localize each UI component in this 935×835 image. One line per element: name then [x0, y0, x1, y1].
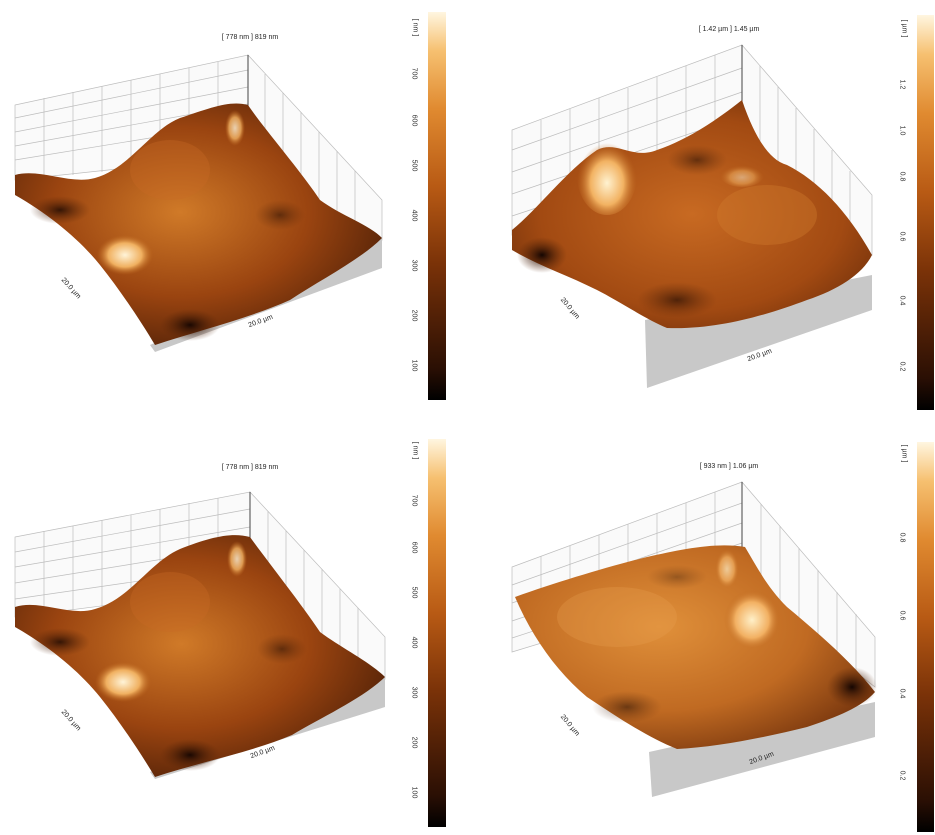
panel-title: [ 933 nm ] 1.06 µm [699, 463, 759, 470]
afm-3d-surface [511, 481, 877, 797]
colorbar-unit: [ nm ] [411, 441, 419, 460]
colorbar-tick: 0.6 [898, 231, 906, 242]
colorbar-tick: 500 [410, 159, 418, 172]
colorbar: [ µm ] 0.2 0.4 0.6 0.8 1.0 1.2 [898, 15, 934, 410]
colorbar: [ nm ] 100 200 300 400 500 600 700 [410, 439, 446, 827]
afm-3d-surface [14, 54, 383, 352]
colorbar-tick: 0.4 [898, 295, 906, 306]
colorbar-tick: 700 [410, 494, 418, 507]
colorbar-tick: 400 [410, 209, 418, 222]
afm-panel-4: [ 933 nm ] 1.06 µm [467, 417, 934, 835]
colorbar-tick: 300 [410, 259, 418, 272]
colorbar-tick: 700 [410, 67, 418, 80]
colorbar-tick: 600 [410, 541, 418, 554]
colorbar-tick: 0.8 [898, 532, 906, 543]
colorbar-tick: 100 [410, 786, 418, 799]
colorbar-tick: 100 [410, 359, 418, 372]
colorbar: [ nm ] 100 200 300 400 500 600 700 [410, 12, 446, 400]
afm-3d-surface [14, 491, 386, 779]
colorbar: [ µm ] 0.2 0.4 0.6 0.8 [898, 442, 934, 832]
panel-title: [ 1.42 µm ] 1.45 µm [698, 26, 760, 33]
colorbar-tick: 0.2 [898, 361, 906, 372]
afm-panel-2: [ 1.42 µm ] 1.45 µm [467, 0, 934, 417]
colorbar-tick: 200 [410, 309, 418, 322]
surface-body [15, 103, 382, 345]
colorbar-tick: 600 [410, 114, 418, 127]
colorbar-tick: 400 [410, 636, 418, 649]
colorbar-tick: 0.8 [898, 171, 906, 182]
colorbar-tick: 300 [410, 686, 418, 699]
afm-panel-1: [ 778 nm ] 819 nm [0, 0, 467, 417]
afm-panel-3: [ 778 nm ] 819 nm [0, 417, 467, 835]
colorbar-tick: 0.2 [898, 770, 906, 781]
surface-body [15, 535, 385, 777]
panel-title: [ 778 nm ] 819 nm [221, 464, 279, 471]
colorbar-tick: 0.4 [898, 688, 906, 699]
colorbar-unit: [ µm ] [900, 444, 908, 463]
colorbar-unit: [ nm ] [411, 18, 419, 37]
panel-title: [ 778 nm ] 819 nm [221, 34, 279, 41]
colorbar-tick: 500 [410, 586, 418, 599]
colorbar-unit: [ µm ] [900, 19, 908, 38]
colorbar-tick: 0.6 [898, 610, 906, 621]
afm-3d-surface [511, 44, 873, 388]
colorbar-tick: 1.2 [898, 79, 906, 90]
colorbar-tick: 1.0 [898, 125, 906, 136]
colorbar-tick: 200 [410, 736, 418, 749]
